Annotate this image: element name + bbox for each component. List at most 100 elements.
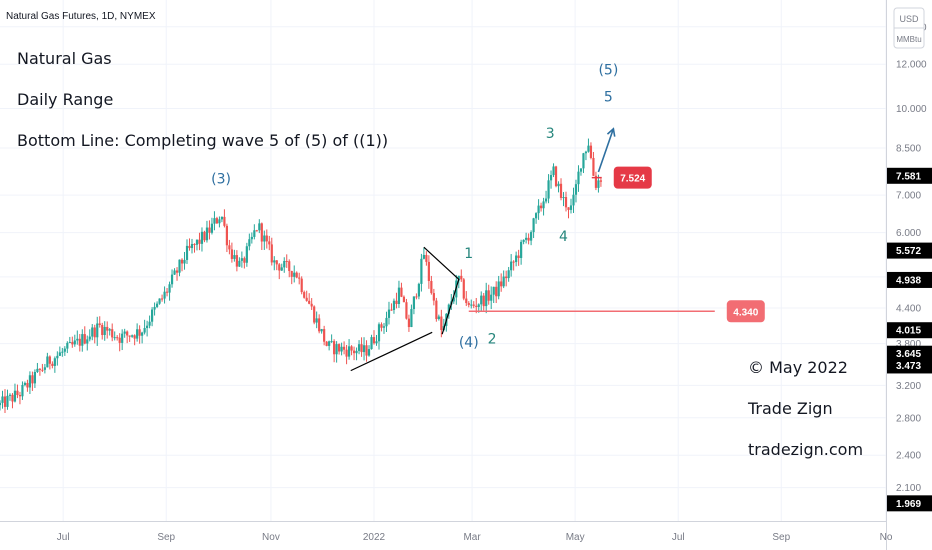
candle: [243, 256, 246, 269]
candle: [539, 202, 543, 212]
candle-body: [357, 344, 361, 351]
candle: [28, 371, 32, 394]
candle-body: [465, 298, 468, 304]
candle: [173, 268, 176, 275]
candle-body: [138, 329, 141, 336]
candle-body: [243, 258, 246, 263]
candle-body: [330, 341, 333, 343]
candle: [273, 256, 276, 271]
trend-line: [350, 331, 433, 372]
candle: [203, 230, 206, 243]
candle: [549, 170, 553, 189]
candle: [71, 336, 74, 348]
candle-body: [350, 346, 353, 351]
time-tick-label: Sep: [157, 532, 175, 543]
candle: [73, 334, 76, 347]
candle: [86, 335, 89, 351]
candle-body: [200, 231, 204, 244]
candle: [168, 281, 171, 301]
candle-body: [250, 236, 253, 240]
candle-body: [554, 166, 558, 187]
candle-body: [333, 341, 336, 355]
candle-body: [308, 300, 311, 304]
candle-body: [163, 291, 166, 299]
website-text: tradezign.com: [748, 440, 864, 459]
candle-body: [0, 402, 2, 406]
candle-body: [340, 346, 343, 352]
candle: [260, 222, 263, 251]
level-label: 4.340: [733, 307, 758, 318]
candle: [592, 151, 595, 177]
candle: [288, 259, 291, 278]
candle-body: [559, 183, 563, 198]
candle-body: [597, 180, 600, 188]
candle-body: [210, 223, 214, 233]
wave-label: 3: [546, 126, 555, 142]
candle-body: [270, 244, 273, 263]
candle: [175, 267, 179, 281]
candle-body: [218, 219, 221, 224]
candle: [21, 381, 24, 400]
chart-subtitle: Daily Range: [17, 90, 114, 109]
candle-body: [18, 394, 22, 397]
candle: [285, 254, 288, 268]
candle-body: [320, 329, 323, 332]
candle-body: [365, 345, 368, 356]
candle-body: [338, 344, 341, 352]
candle-body: [313, 306, 316, 323]
candle-body: [68, 342, 71, 344]
candle: [534, 212, 538, 224]
candle: [338, 343, 341, 355]
candle: [195, 239, 199, 251]
candle-body: [155, 303, 159, 307]
price-label-bg: [887, 271, 932, 288]
candle: [330, 334, 333, 343]
candle-body: [93, 327, 96, 338]
time-tick-label: Jul: [57, 532, 70, 543]
candle: [492, 286, 495, 303]
candle-body: [577, 171, 580, 185]
price-label: 4.015: [896, 326, 921, 337]
candle: [440, 309, 443, 338]
candle-body: [143, 328, 146, 333]
candle: [308, 293, 311, 305]
candle: [106, 321, 109, 339]
candle-body: [141, 332, 144, 336]
candle: [240, 251, 243, 268]
candle-body: [263, 235, 266, 242]
candle-body: [1, 396, 4, 403]
price-tick-label: 4.400: [896, 303, 921, 314]
candle: [170, 269, 174, 288]
candle: [51, 361, 54, 369]
candle-body: [66, 342, 69, 349]
candle-body: [375, 341, 378, 344]
candle: [158, 298, 161, 305]
candle-body: [507, 270, 510, 279]
candle: [340, 342, 343, 356]
candle-body: [517, 255, 520, 258]
candle-body: [490, 294, 493, 301]
candle-body: [73, 340, 76, 345]
candle-body: [537, 205, 540, 214]
candle: [213, 211, 216, 231]
candle-body: [16, 390, 19, 395]
candle: [465, 291, 468, 307]
candle: [402, 295, 406, 303]
candle: [407, 314, 411, 332]
time-tick-label: 2022: [363, 532, 386, 543]
price-tick-label: 2.100: [896, 483, 921, 494]
candle-body: [382, 326, 386, 328]
candle-body: [208, 227, 211, 233]
candle-body: [198, 239, 201, 244]
candle: [76, 330, 79, 345]
candle: [313, 305, 316, 325]
candle: [362, 337, 366, 361]
candle-body: [325, 341, 328, 346]
candle: [183, 251, 186, 270]
currency-label: USD: [899, 14, 919, 24]
candle-body: [98, 323, 101, 325]
candle: [53, 356, 56, 373]
candle: [554, 165, 558, 188]
candle: [265, 229, 268, 249]
